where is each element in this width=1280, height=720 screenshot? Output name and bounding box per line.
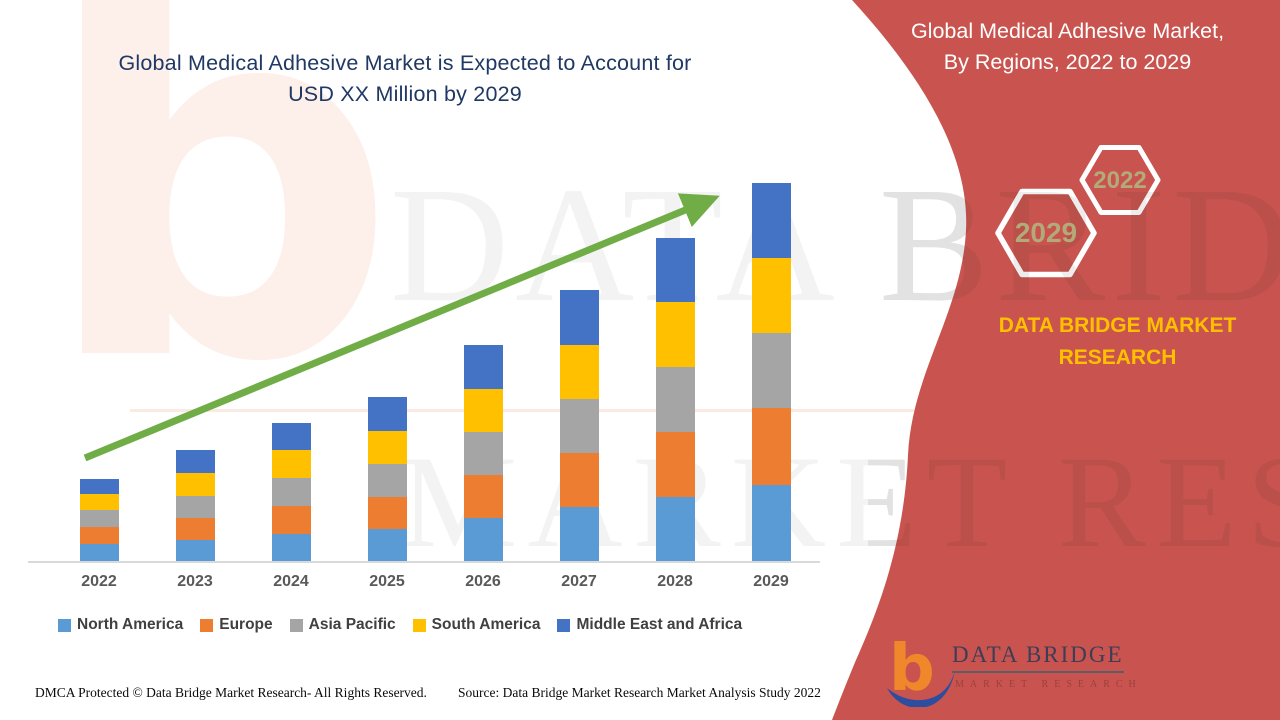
x-axis-label-2028: 2028 xyxy=(657,573,693,590)
bar-segment-2029-south-america xyxy=(751,258,791,333)
bar-segment-2024-europe xyxy=(271,506,311,534)
bar-segment-2027-europe xyxy=(559,453,599,507)
logo-title: DATA BRIDGE xyxy=(952,642,1124,673)
x-axis-label-2026: 2026 xyxy=(465,573,501,590)
bar-segment-2025-north-america xyxy=(367,529,407,561)
logo-subtitle: MARKET RESEARCH xyxy=(955,679,1142,690)
bar-segment-2022-europe xyxy=(79,527,119,544)
legend-item-europe: Europe xyxy=(200,616,273,634)
legend-item-middle-east-and-africa: Middle East and Africa xyxy=(557,616,742,634)
chart-title: Global Medical Adhesive Market is Expect… xyxy=(55,48,755,110)
logo-mark-icon: b xyxy=(887,632,955,708)
dmca-notice: DMCA Protected © Data Bridge Market Rese… xyxy=(35,685,427,700)
hexagon-year-2022: 2022 xyxy=(1093,167,1147,194)
bar-segment-2025-europe xyxy=(367,497,407,529)
legend-label: Asia Pacific xyxy=(308,616,396,633)
bar-segment-2028-north-america xyxy=(655,497,695,561)
bar-segment-2029-europe xyxy=(751,408,791,485)
x-axis-label-2025: 2025 xyxy=(369,573,405,590)
side-panel-title-line2: By Regions, 2022 to 2029 xyxy=(943,50,1192,74)
x-axis-line xyxy=(28,561,820,563)
legend-label: Middle East and Africa xyxy=(576,616,743,633)
bar-segment-2022-north-america xyxy=(79,544,119,561)
legend-swatch-icon xyxy=(58,618,71,632)
chart-legend: North America Europe Asia Pacific South Ame… xyxy=(58,616,742,634)
bar-segment-2022-south-america xyxy=(79,494,119,510)
x-axis-label-2023: 2023 xyxy=(177,573,213,590)
stacked-bar-2022 xyxy=(79,479,119,561)
x-axis-label-2024: 2024 xyxy=(273,573,309,590)
legend-swatch-icon xyxy=(557,618,571,632)
legend-swatch-icon xyxy=(412,618,426,632)
brand-name-text: DATA BRIDGE MARKET RESEARCH xyxy=(950,310,1280,374)
x-axis-label-2022: 2022 xyxy=(81,573,117,590)
bar-segment-2023-north-america xyxy=(175,540,215,561)
legend-label: South America xyxy=(431,616,541,633)
side-panel-title: Global Medical Adhesive Market, By Regio… xyxy=(880,16,1255,78)
chart-title-line2: USD XX Million by 2029 xyxy=(288,82,522,106)
legend-item-south-america: South America xyxy=(412,616,541,634)
legend-label: Europe xyxy=(219,616,273,633)
x-axis-label-2029: 2029 xyxy=(753,573,789,590)
legend-swatch-icon xyxy=(200,618,214,632)
x-axis-label-2027: 2027 xyxy=(561,573,597,590)
hexagon-year-2029: 2029 xyxy=(1014,217,1078,248)
legend-label: North America xyxy=(77,616,184,633)
stacked-bar-2023 xyxy=(175,450,215,561)
bar-segment-2022-middle-east-and-africa xyxy=(79,479,119,494)
data-bridge-logo: b DATA BRIDGE MARKET RESEARCH xyxy=(885,632,1145,708)
bar-segment-2023-europe xyxy=(175,518,215,540)
bar-segment-2025-asia-pacific xyxy=(367,464,407,497)
bar-segment-2029-north-america xyxy=(751,485,791,561)
bar-segment-2022-asia-pacific xyxy=(79,510,119,527)
brand-name-line2: RESEARCH xyxy=(1058,346,1177,369)
bar-segment-2026-north-america xyxy=(463,518,503,561)
bar-segment-2023-south-america xyxy=(175,473,215,496)
bar-segment-2029-asia-pacific xyxy=(751,333,791,408)
side-panel-title-line1: Global Medical Adhesive Market, xyxy=(910,19,1225,43)
brand-name-line1: DATA BRIDGE MARKET xyxy=(998,314,1237,337)
chart-title-line1: Global Medical Adhesive Market is Expect… xyxy=(118,51,692,75)
bar-segment-2029-middle-east-and-africa xyxy=(751,183,791,258)
bar-segment-2027-north-america xyxy=(559,507,599,561)
legend-item-north-america: North America xyxy=(58,616,183,634)
stacked-bar-2029 xyxy=(751,183,791,561)
bar-segment-2026-europe xyxy=(463,475,503,518)
bar-segment-2023-asia-pacific xyxy=(175,496,215,518)
legend-item-asia-pacific: Asia Pacific xyxy=(289,616,396,634)
bar-segment-2024-north-america xyxy=(271,534,311,561)
bar-segment-2024-asia-pacific xyxy=(271,478,311,506)
source-note: Source: Data Bridge Market Research Mark… xyxy=(458,685,821,700)
legend-swatch-icon xyxy=(289,618,303,632)
